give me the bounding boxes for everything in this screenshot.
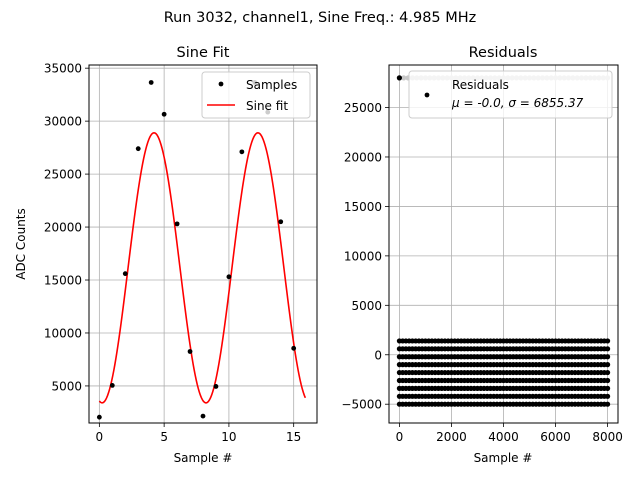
residuals-xtick-label: 2000 [436, 430, 467, 444]
residuals-ytick-label: −5000 [341, 398, 382, 412]
sample-point [148, 80, 154, 85]
sample-point [291, 345, 297, 351]
legend-residuals-stats: μ = -0.0, σ = 6855.37 [451, 96, 584, 110]
residuals-axes: Residuals 0 2000 4000 6000 8000 −5000 0 5000 100… [341, 45, 622, 465]
residuals-xtick-label: 4000 [488, 430, 519, 444]
legend-samples-label: Samples [246, 78, 297, 92]
sample-point [122, 271, 128, 277]
residuals-ytick-label: 5000 [351, 299, 382, 313]
sine-samples-layer [96, 80, 297, 420]
sine-fit-ticks: 0 5 10 15 5000 10000 15000 20000 25000 30000 35000 [44, 62, 302, 444]
sine-ytick-label: 35000 [44, 62, 82, 76]
residuals-xtick-label: 8000 [592, 430, 623, 444]
legend-residuals-marker [424, 92, 430, 98]
residual-point-high [396, 75, 403, 81]
legend-sine-fit-label: Sine fit [246, 99, 288, 113]
sine-xtick-label: 10 [221, 430, 236, 444]
residual-point [604, 393, 611, 399]
sine-ytick-label: 30000 [44, 115, 82, 129]
sine-fit-legend: Samples Sine fit [201, 71, 311, 119]
sample-point [161, 111, 167, 117]
sine-fit-axes: Sine Fit 0 5 10 15 5000 10000 15000 20000 25000 3… [14, 45, 318, 465]
residual-point-high [401, 75, 407, 81]
sine-xtick-label: 0 [96, 430, 104, 444]
legend-samples-marker [218, 81, 224, 87]
sine-ytick-label: 10000 [44, 326, 82, 340]
sine-xtick-label: 15 [286, 430, 301, 444]
residual-point [604, 362, 611, 368]
residuals-legend-box [408, 70, 613, 119]
residuals-xtick-label: 6000 [540, 430, 571, 444]
sine-fit-curve [98, 131, 307, 404]
residuals-xtick-label: 0 [396, 430, 404, 444]
residual-point [604, 401, 611, 407]
residuals-ytick-label: 25000 [344, 101, 382, 115]
sine-fit-ylabel: ADC Counts [14, 208, 28, 280]
residual-point [604, 369, 611, 376]
sample-point [135, 146, 141, 152]
residuals-xlabel: Sample # [474, 451, 533, 465]
residual-point [604, 354, 611, 360]
sample-point [278, 219, 284, 225]
legend-residuals-label: Residuals [452, 78, 509, 92]
sine-fit-legend-box [201, 71, 311, 119]
residual-point [604, 377, 611, 384]
residuals-ytick-label: 15000 [344, 200, 382, 214]
sine-ytick-label: 20000 [44, 221, 82, 235]
sine-fit-title: Sine Fit [177, 45, 230, 61]
sample-point [109, 382, 115, 388]
residual-point [604, 338, 611, 344]
sine-ytick-label: 5000 [51, 379, 82, 393]
sine-ytick-label: 15000 [44, 274, 82, 288]
residuals-ytick-label: 10000 [344, 249, 382, 263]
residuals-ticks: 0 2000 4000 6000 8000 −5000 0 5000 10000 15000 200… [341, 101, 622, 444]
residuals-grid [389, 65, 618, 423]
residuals-ytick-label: 20000 [344, 150, 382, 164]
sample-point [187, 349, 193, 354]
sine-fit-frame [88, 64, 318, 424]
sample-point [96, 414, 102, 420]
sample-point [213, 384, 219, 389]
residual-point [604, 385, 611, 391]
sine-fit-grid [89, 65, 317, 423]
residual-point [604, 346, 611, 352]
sample-point [226, 274, 232, 280]
sine-fit-curve-layer [98, 131, 307, 404]
figure-title: Run 3032, channel1, Sine Freq.: 4.985 MH… [164, 10, 477, 26]
residuals-ytick-label: 0 [374, 348, 382, 362]
sine-xtick-label: 5 [160, 430, 168, 444]
residuals-title: Residuals [469, 45, 538, 61]
sine-fit-xlabel: Sample # [174, 451, 233, 465]
residuals-legend: Residuals μ = -0.0, σ = 6855.37 [408, 70, 613, 119]
sample-point [174, 221, 180, 227]
sine-ytick-label: 25000 [44, 168, 82, 182]
sample-point [200, 413, 206, 419]
sample-point [239, 149, 245, 155]
